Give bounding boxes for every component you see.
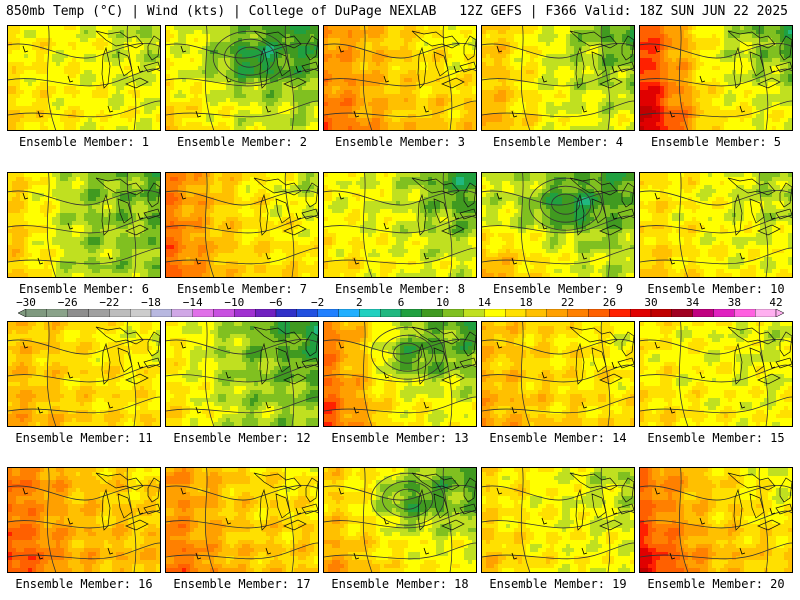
ensemble-map-panel xyxy=(639,467,793,573)
ensemble-member-caption: Ensemble Member: 1 xyxy=(5,135,163,149)
ensemble-member-caption: Ensemble Member: 10 xyxy=(637,282,795,296)
ensemble-member-caption: Ensemble Member: 16 xyxy=(5,577,163,591)
ensemble-map-panel xyxy=(639,321,793,427)
ensemble-member-caption: Ensemble Member: 15 xyxy=(637,431,795,445)
temperature-field xyxy=(482,173,634,277)
ensemble-map-panel xyxy=(165,467,319,573)
ensemble-map-panel xyxy=(7,25,161,131)
temperature-field xyxy=(324,468,476,572)
temperature-field xyxy=(640,173,792,277)
ensemble-map-panel xyxy=(165,172,319,278)
ensemble-member-caption: Ensemble Member: 3 xyxy=(321,135,479,149)
temperature-field xyxy=(166,468,318,572)
ensemble-map-panel xyxy=(481,321,635,427)
colorbar-tick-label: −14 xyxy=(183,297,203,309)
temperature-field xyxy=(324,173,476,277)
ensemble-map-panel xyxy=(481,25,635,131)
ensemble-member-caption: Ensemble Member: 12 xyxy=(163,431,321,445)
colorbar-tick-label: −30 xyxy=(16,297,36,309)
temperature-field xyxy=(8,26,160,130)
map-title: 850mb Temp (°C) | Wind (kts) | College o… xyxy=(6,4,436,20)
colorbar-tick-label: 10 xyxy=(436,297,449,309)
ensemble-map-panel xyxy=(639,172,793,278)
ensemble-member-caption: Ensemble Member: 5 xyxy=(637,135,795,149)
ensemble-map-panel xyxy=(323,321,477,427)
colorbar-tick-label: 34 xyxy=(686,297,699,309)
ensemble-member-caption: Ensemble Member: 7 xyxy=(163,282,321,296)
ensemble-map-panel xyxy=(323,172,477,278)
ensemble-member-caption: Ensemble Member: 2 xyxy=(163,135,321,149)
colorbar-tick-label: −26 xyxy=(58,297,78,309)
temperature-field xyxy=(640,468,792,572)
ensemble-member-caption: Ensemble Member: 18 xyxy=(321,577,479,591)
colorbar-tick-label: 2 xyxy=(356,297,363,309)
temperature-field xyxy=(640,322,792,426)
temperature-field xyxy=(482,468,634,572)
temperature-field xyxy=(324,26,476,130)
ensemble-member-caption: Ensemble Member: 11 xyxy=(5,431,163,445)
temperature-field xyxy=(8,468,160,572)
ensemble-member-caption: Ensemble Member: 13 xyxy=(321,431,479,445)
temperature-field xyxy=(482,26,634,130)
colorbar-tick-label: −18 xyxy=(141,297,161,309)
colorbar-tick-label: −2 xyxy=(311,297,324,309)
ensemble-member-caption: Ensemble Member: 19 xyxy=(479,577,637,591)
ensemble-map-panel xyxy=(7,321,161,427)
ensemble-member-caption: Ensemble Member: 17 xyxy=(163,577,321,591)
ensemble-map-panel xyxy=(7,172,161,278)
ensemble-map-panel xyxy=(481,467,635,573)
colorbar-tick-label: 6 xyxy=(398,297,405,309)
ensemble-map-panel xyxy=(481,172,635,278)
ensemble-member-caption: Ensemble Member: 8 xyxy=(321,282,479,296)
colorbar-tick-label: −10 xyxy=(224,297,244,309)
temperature-field xyxy=(640,26,792,130)
temperature-field xyxy=(8,322,160,426)
temperature-field xyxy=(166,173,318,277)
ensemble-member-caption: Ensemble Member: 9 xyxy=(479,282,637,296)
colorbar-tick-label: 22 xyxy=(561,297,574,309)
ensemble-map-panel xyxy=(7,467,161,573)
colorbar-tick-label: 14 xyxy=(478,297,491,309)
colorbar-tick-label: 18 xyxy=(519,297,532,309)
ensemble-map-panel xyxy=(323,25,477,131)
temperature-field xyxy=(324,322,476,426)
ensemble-member-caption: Ensemble Member: 20 xyxy=(637,577,795,591)
temperature-field xyxy=(166,322,318,426)
ensemble-member-caption: Ensemble Member: 6 xyxy=(5,282,163,296)
ensemble-map-panel xyxy=(165,25,319,131)
colorbar-tick-label: 30 xyxy=(644,297,657,309)
ensemble-member-caption: Ensemble Member: 4 xyxy=(479,135,637,149)
ensemble-member-caption: Ensemble Member: 14 xyxy=(479,431,637,445)
valid-time-label: 12Z GEFS | F366 Valid: 18Z SUN JUN 22 20… xyxy=(459,4,788,20)
temperature-field xyxy=(482,322,634,426)
ensemble-map-panel xyxy=(639,25,793,131)
colorbar-tick-label: −22 xyxy=(99,297,119,309)
ensemble-map-panel xyxy=(165,321,319,427)
temperature-field xyxy=(8,173,160,277)
colorbar-tick-label: −6 xyxy=(269,297,282,309)
colorbar-tick-label: 38 xyxy=(728,297,741,309)
temperature-colorbar xyxy=(18,309,784,317)
ensemble-map-panel xyxy=(323,467,477,573)
colorbar-tick-label: 26 xyxy=(603,297,616,309)
temperature-field xyxy=(166,26,318,130)
colorbar-tick-label: 42 xyxy=(769,297,782,309)
